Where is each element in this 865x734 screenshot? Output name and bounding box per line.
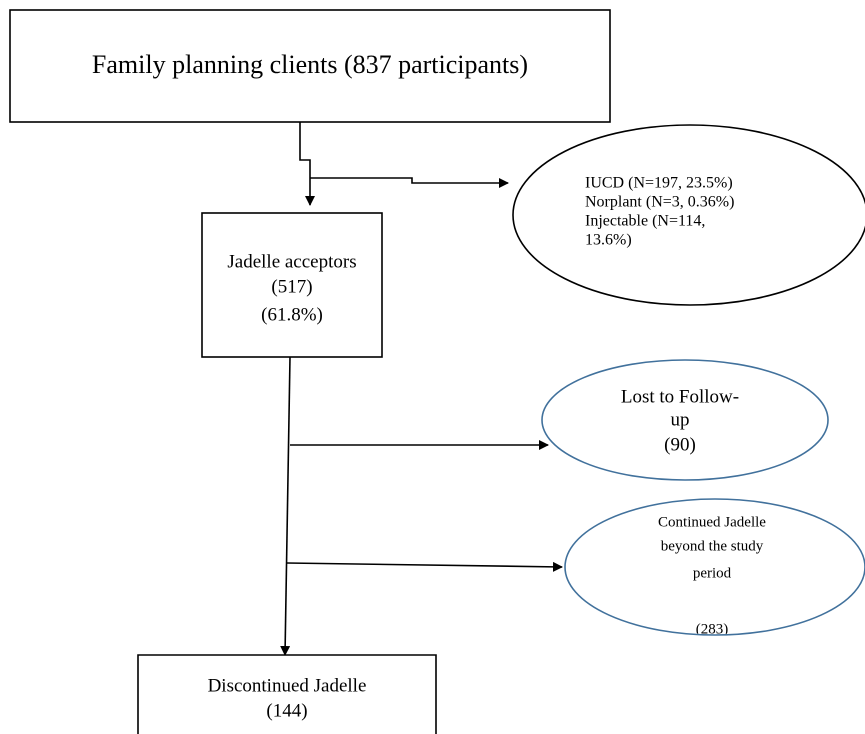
node-label: Norplant (N=3, 0.36%) bbox=[585, 194, 734, 211]
node-label: up bbox=[671, 409, 690, 430]
node-label: period bbox=[693, 565, 732, 581]
node-label: Discontinued Jadelle bbox=[208, 675, 367, 696]
box bbox=[9, 9, 611, 123]
box bbox=[137, 654, 437, 734]
node-label: (517) bbox=[271, 276, 312, 297]
ellipse-text: Lost to Follow- up (90) bbox=[621, 386, 739, 455]
ellipse bbox=[564, 498, 865, 636]
node-label: 13.6%) bbox=[585, 232, 632, 249]
node-label: (90) bbox=[664, 434, 696, 455]
ellipse bbox=[512, 124, 865, 306]
connector bbox=[286, 561, 563, 572]
node-label: (144) bbox=[266, 700, 307, 721]
node-label: (283) bbox=[696, 621, 729, 637]
node-label: Injectable (N=114, bbox=[585, 213, 705, 230]
node-label: Family planning clients (837 participant… bbox=[92, 50, 528, 79]
node-label: Lost to Follow- bbox=[621, 386, 739, 407]
node-label: IUCD (N=197, 23.5%) bbox=[585, 175, 733, 192]
connector bbox=[310, 177, 509, 188]
ellipse-text: Continued Jadelle beyond the study perio… bbox=[658, 514, 766, 637]
node-label: Continued Jadelle bbox=[658, 514, 766, 530]
node-label: (61.8%) bbox=[261, 304, 323, 325]
node-label: beyond the study bbox=[661, 538, 764, 554]
node-label: Jadelle acceptors bbox=[227, 251, 356, 272]
box bbox=[201, 212, 383, 358]
connector bbox=[299, 122, 315, 206]
connector bbox=[280, 356, 291, 656]
ellipse bbox=[541, 359, 829, 481]
